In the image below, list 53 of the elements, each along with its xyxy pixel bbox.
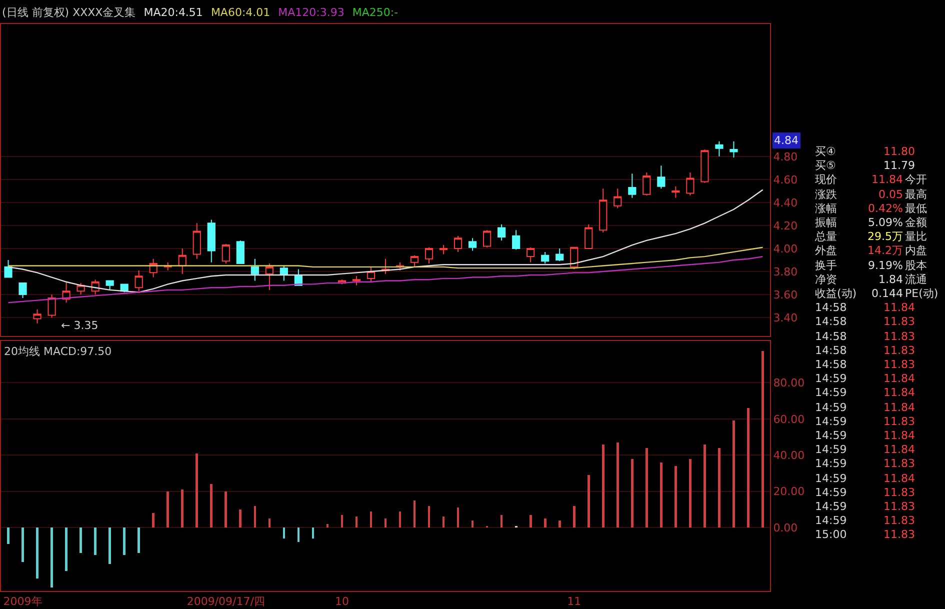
y-tick-label: 4.80 [773,150,798,164]
text: 14:59 11.83 [815,514,915,528]
text: MA120:3.93 [278,6,344,19]
text: 收益(动) 0.144 PE(动) [815,287,938,300]
text: 14:58 11.83 [815,344,915,357]
y-tick-label: 0.00 [773,521,798,534]
text: 14:59 11.84 [815,400,915,414]
text: 14:58 11.83 [815,330,915,343]
text: 买⑤ 11.79 [815,159,915,172]
text: 外盘 14.2万 内盘 [815,244,927,258]
text: MA60:4.01 [210,6,270,19]
text: MA250:- [352,6,398,19]
text: 4.84 [774,134,798,147]
x-tick-label: 11 [567,595,582,608]
text: 换手 9.19% 股本 [815,258,927,272]
annotation: ← 3.35 [61,319,98,332]
x-tick-label: 2009/09/17/四 [186,595,265,608]
text: 14:58 11.84 [815,301,915,314]
text: 14:59 11.84 [815,443,915,456]
text: 14:59 11.84 [815,472,915,485]
text: 14:59 11.84 [815,372,915,386]
text: 振幅 5.09% 金额 [815,216,927,229]
text: 涨幅 0.42% 最低 [815,202,927,215]
y-tick-label: 3.80 [773,265,798,278]
y-tick-label: 4.00 [773,242,798,256]
y-tick-label: 4.40 [773,196,798,210]
chart-title: 20均线 MACD:97.50 [4,345,112,358]
x-tick-label: 10 [334,595,349,608]
text: 15:00 11.83 [815,528,915,542]
y-tick-label: 4.60 [773,173,798,186]
chart-title: (日线 前复权) XXXX金叉集 [2,6,136,19]
text: 14:59 11.83 [815,500,915,513]
text: 14:58 11.83 [815,358,915,371]
x-tick-label: 2009年 [3,595,42,608]
y-tick-label: 3.40 [773,311,798,324]
y-tick-label: 80.00 [773,376,805,390]
text: 14:59 11.84 [815,386,915,400]
text: 14:58 11.83 [815,315,915,328]
text: 总量 29.5万 量比 [815,230,927,244]
y-tick-label: 40.00 [773,448,805,462]
text: 买④ 11.80 [815,145,915,158]
text: MA20:4.51 [144,6,203,19]
text: 14:59 11.83 [815,486,915,499]
text: 现价 11.84 今开 [815,173,927,186]
text: 14:59 11.83 [815,414,915,428]
text: 涨跌 0.05 最高 [815,188,927,201]
y-tick-label: 20.00 [773,485,805,498]
text: 14:59 11.83 [815,457,915,470]
y-tick-label: 4.20 [773,219,798,232]
y-tick-label: 3.60 [773,288,798,302]
text: 14:59 11.84 [815,429,915,442]
text: 净资 1.84 流通 [815,272,927,286]
y-tick-label: 60.00 [773,412,805,426]
